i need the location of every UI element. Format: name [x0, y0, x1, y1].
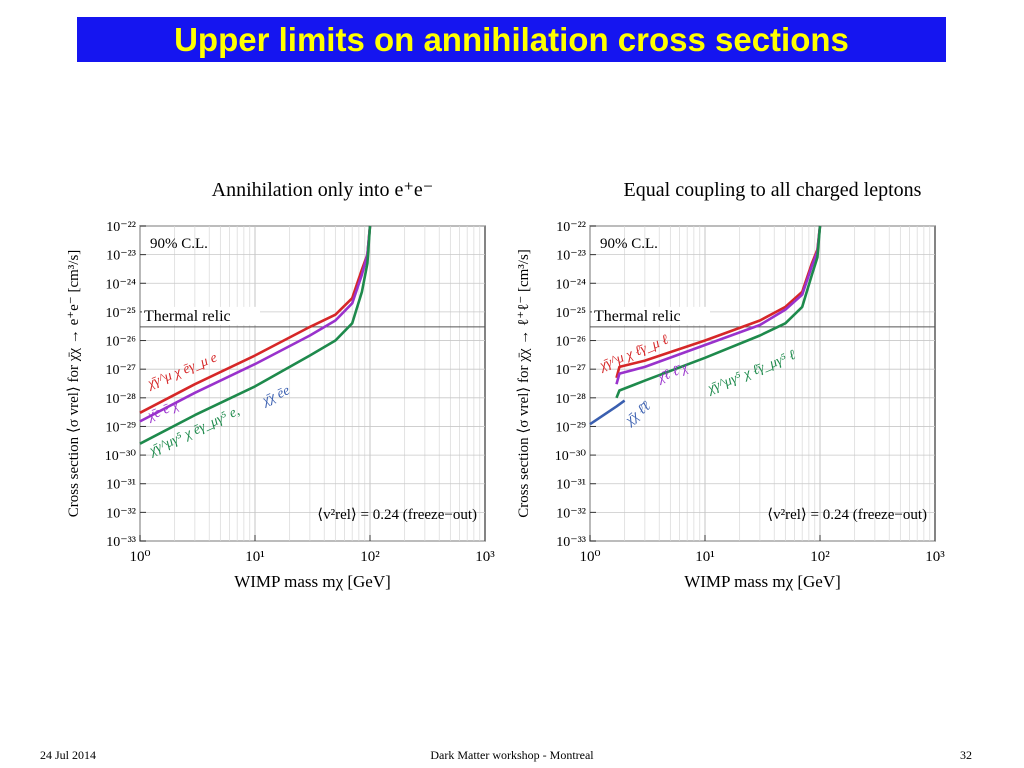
annotation-thermal-relic: Thermal relic	[594, 308, 681, 325]
y-tick-label: 10⁻²⁴	[106, 277, 137, 292]
x-tick-label: 10⁰	[129, 549, 150, 565]
footer-date: 24 Jul 2014	[40, 748, 97, 762]
plot-frame	[139, 225, 486, 542]
y-tick-label: 10⁻³³	[106, 535, 136, 550]
y-tick-label: 10⁻²³	[556, 249, 586, 264]
x-tick-label: 10²	[810, 549, 830, 565]
annotation-freeze-out: ⟨v²rel⟩ = 0.24 (freeze−out)	[317, 507, 477, 523]
y-tick-label: 10⁻²⁹	[106, 420, 137, 435]
y-tick-label: 10⁻²⁴	[556, 277, 587, 292]
y-tick-label: 10⁻²²	[106, 220, 136, 235]
annotation-freeze-out: ⟨v²rel⟩ = 0.24 (freeze−out)	[767, 507, 927, 523]
y-tick-label: 10⁻²⁷	[556, 363, 587, 378]
y-tick-label: 10⁻³²	[556, 506, 586, 521]
chart-leptons-svg: Equal coupling to all charged leptons 10⁻…	[516, 179, 945, 591]
y-axis-label: Cross section ⟨σ vrel⟩ for χ̄χ → e⁺e⁻ [c…	[66, 250, 82, 518]
y-tick-label: 10⁻²⁵	[106, 306, 137, 321]
y-tick-label: 10⁻²⁶	[556, 335, 587, 350]
footer-page-number: 32	[960, 748, 972, 762]
y-tick-label: 10⁻³¹	[106, 478, 136, 493]
x-axis-label: WIMP mass mχ [GeV]	[684, 572, 841, 591]
x-tick-label: 10²	[360, 549, 380, 565]
annotation-relic-bg	[592, 306, 710, 325]
x-axis-label: WIMP mass mχ [GeV]	[234, 572, 391, 591]
chart-title: Annihilation only into e⁺e⁻	[212, 179, 434, 201]
series-line-1	[139, 225, 372, 423]
y-tick-label: 10⁻²⁸	[106, 392, 137, 407]
y-axis-label: Cross section ⟨σ vrel⟩ for χ̄χ → ℓ⁺ℓ⁻ [c…	[516, 249, 532, 518]
y-tick-label: 10⁻³⁰	[555, 449, 587, 464]
x-tick-label: 10¹	[245, 549, 265, 565]
y-tick-label: 10⁻³³	[556, 535, 586, 550]
annotation-cl: 90% C.L.	[150, 236, 208, 252]
y-tick-label: 10⁻²⁷	[106, 363, 137, 378]
annotation-cl: 90% C.L.	[600, 236, 658, 252]
plot-frame	[589, 225, 936, 542]
footer-event: Dark Matter workshop - Montreal	[430, 748, 594, 762]
y-tick-label: 10⁻²⁹	[556, 420, 587, 435]
y-tick-label: 10⁻³²	[106, 506, 136, 521]
series-line-3	[615, 225, 822, 399]
chart-electron: Annihilation only into e⁺e⁻ 10⁻²² 10⁻²³ 10⁻…	[60, 170, 520, 600]
y-tick-label: 10⁻²³	[106, 249, 136, 264]
series-line-2	[589, 399, 626, 426]
chart-leptons: Equal coupling to all charged leptons 10⁻…	[510, 170, 970, 600]
chart-electron-svg: Annihilation only into e⁺e⁻ 10⁻²² 10⁻²³ 10⁻…	[66, 179, 495, 591]
y-tick-label: 10⁻²²	[556, 220, 586, 235]
chart-title: Equal coupling to all charged leptons	[624, 179, 922, 201]
grid	[139, 225, 485, 542]
slide-title-bar: Upper limits on annihilation cross secti…	[77, 17, 946, 62]
x-tick-label: 10³	[925, 549, 945, 565]
series-line-2	[139, 225, 372, 445]
y-tick-label: 10⁻³⁰	[105, 449, 137, 464]
y-tick-label: 10⁻³¹	[556, 478, 586, 493]
x-tick-label: 10¹	[695, 549, 715, 565]
y-tick-label: 10⁻²⁵	[556, 306, 587, 321]
slide-title: Upper limits on annihilation cross secti…	[174, 20, 849, 58]
y-tick-label: 10⁻²⁸	[556, 392, 587, 407]
x-tick-label: 10⁰	[579, 549, 600, 565]
x-tick-label: 10³	[475, 549, 495, 565]
annotation-relic-bg	[142, 306, 260, 325]
grid	[589, 225, 935, 542]
series-line-1	[615, 225, 822, 385]
y-tick-label: 10⁻²⁶	[106, 335, 137, 350]
annotation-thermal-relic: Thermal relic	[144, 308, 231, 325]
